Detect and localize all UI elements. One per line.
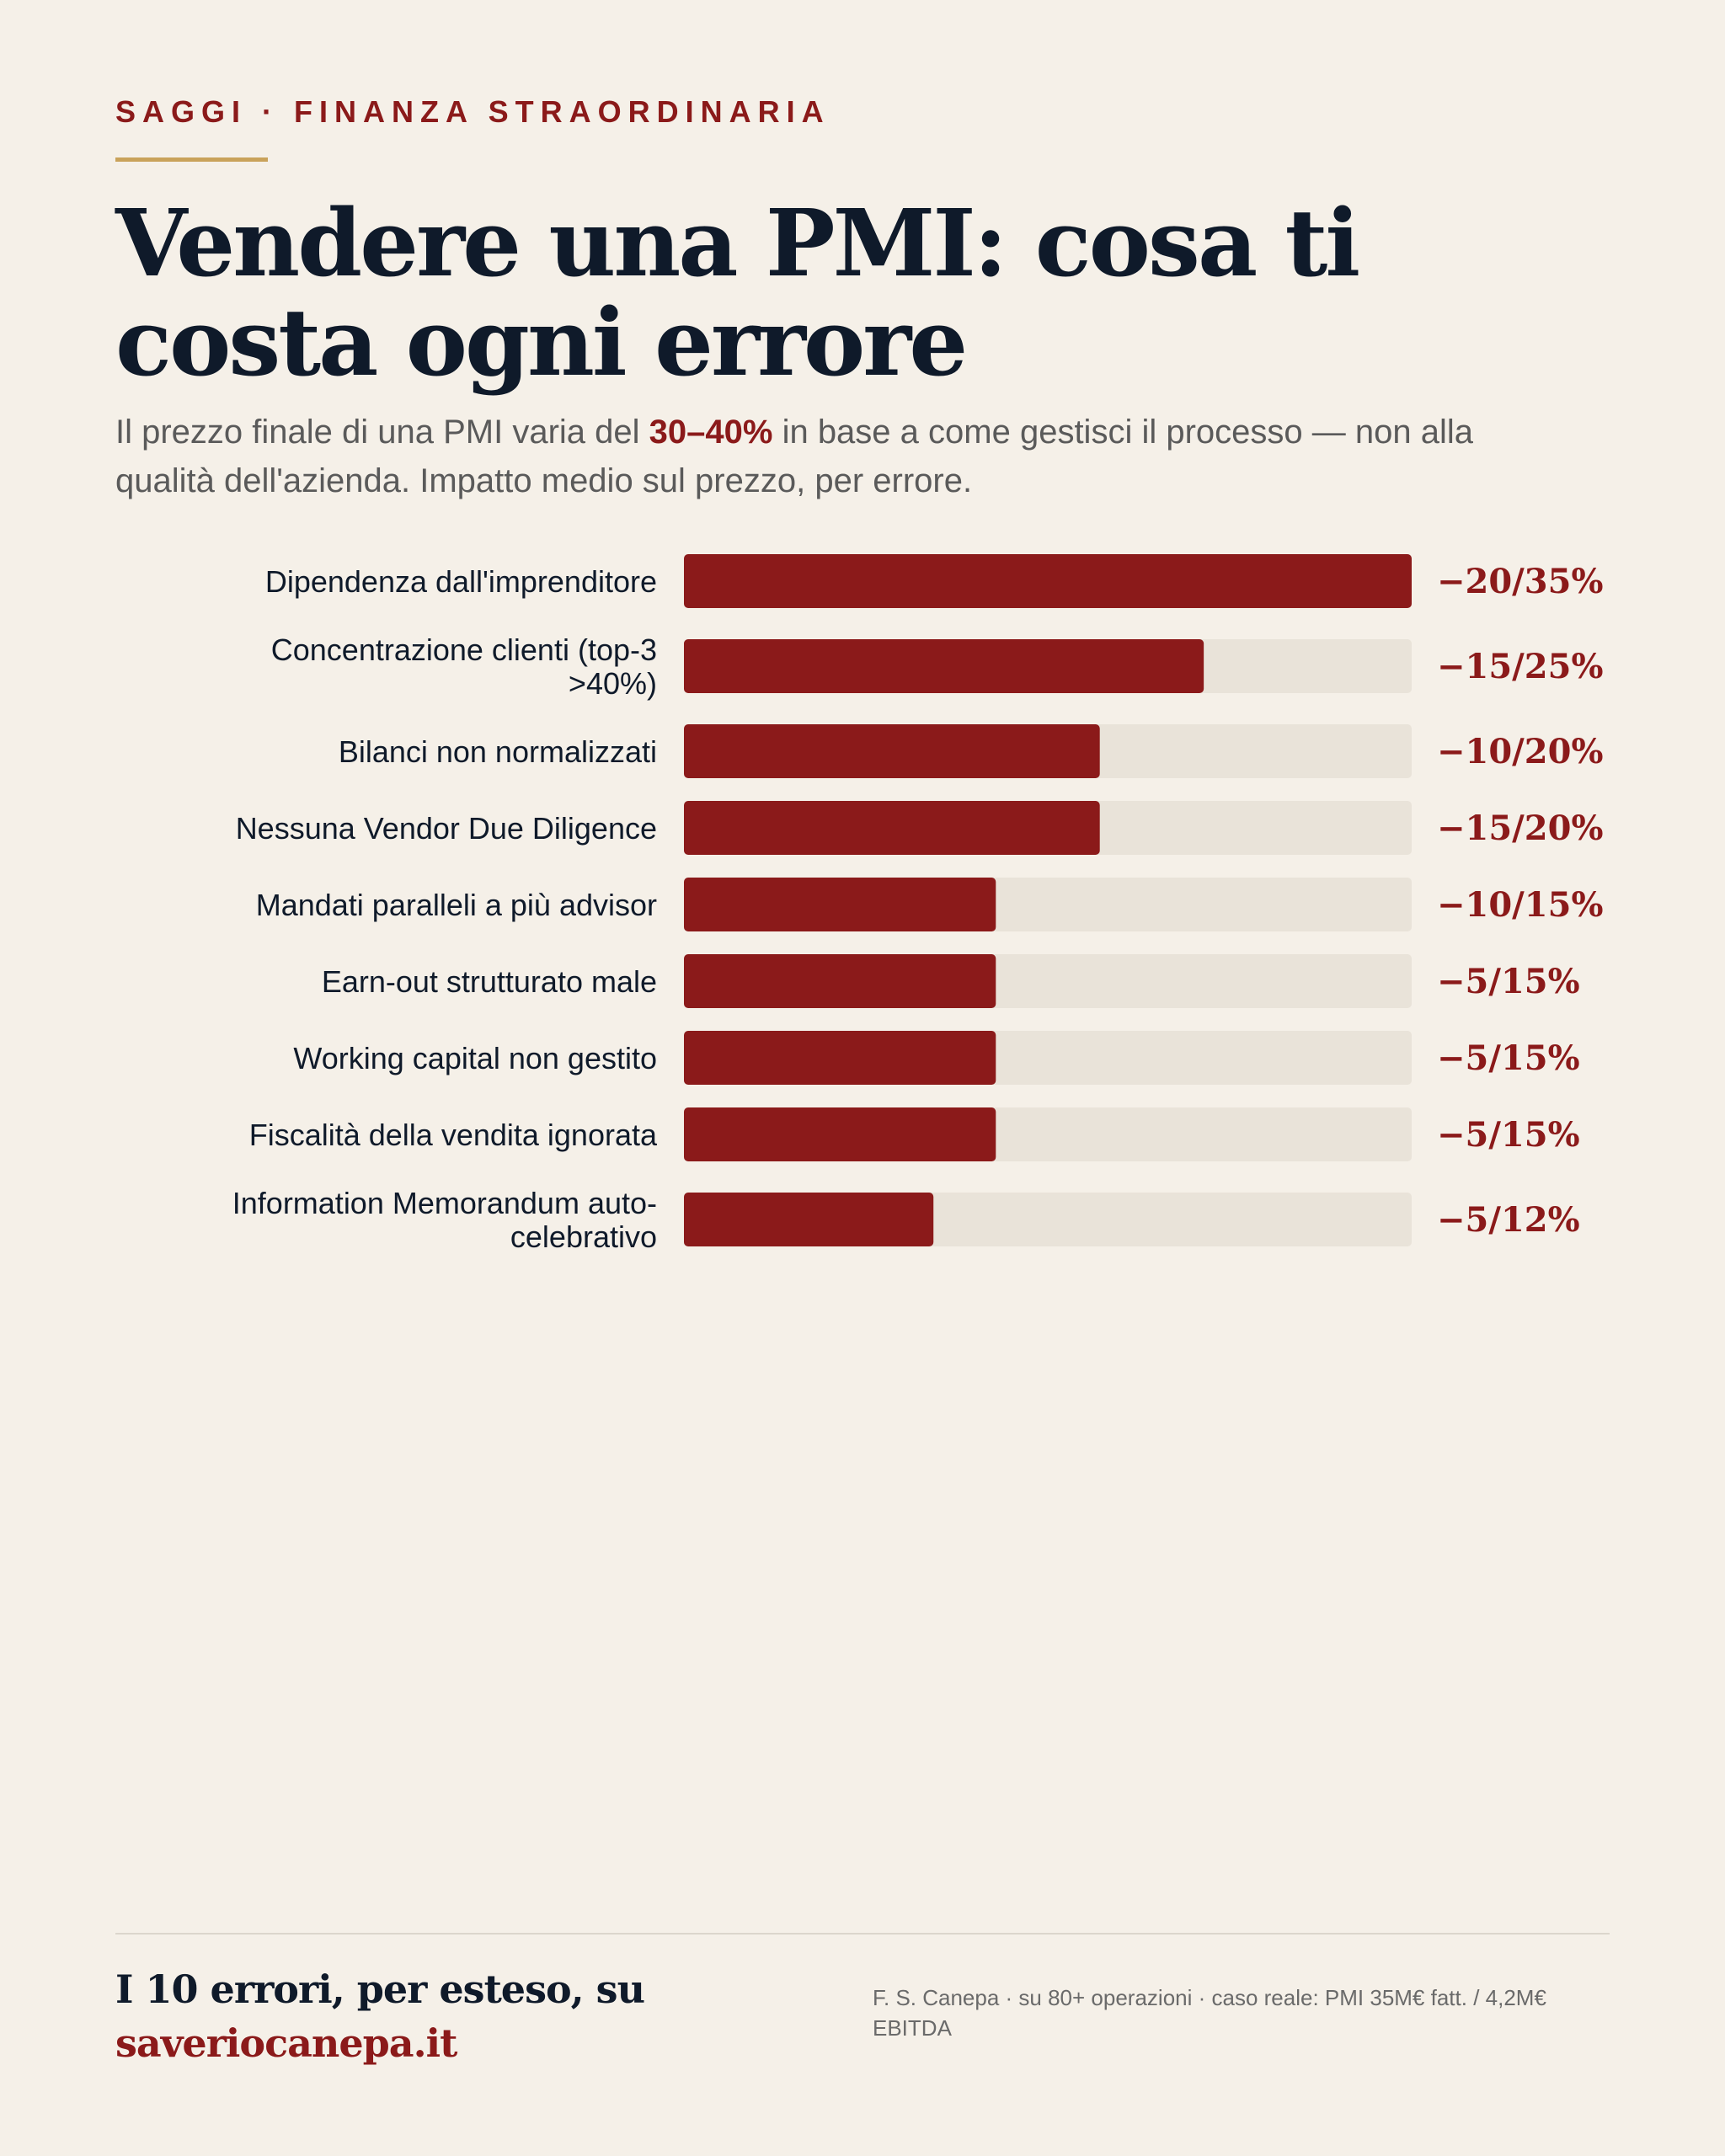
impact-bar-chart: Dipendenza dall'imprenditore −20/35% Conce… — [232, 554, 1603, 1254]
footer-divider — [115, 1933, 1610, 1935]
category-label: Working capital non gestito — [293, 1041, 657, 1075]
footer-cta: I 10 errori, per esteso, su saveriocanep… — [115, 1962, 645, 2070]
bar — [684, 639, 1204, 693]
value-label: −5/12% — [1437, 1200, 1580, 1240]
website-link[interactable]: saveriocanepa.it — [115, 2020, 457, 2066]
category-label: Nessuna Vendor Due Diligence — [236, 811, 657, 846]
category-label: Bilanci non normalizzati — [339, 734, 657, 769]
bar — [684, 554, 1412, 608]
value-label: −15/25% — [1437, 647, 1603, 686]
bar — [684, 1107, 996, 1161]
category-label: Earn-out strutturato male — [322, 964, 657, 999]
page-subtitle: Il prezzo finale di una PMI varia del 30… — [115, 408, 1480, 505]
kicker-underline — [115, 157, 268, 162]
value-label: −5/15% — [1437, 1115, 1580, 1155]
value-label: −10/20% — [1437, 732, 1603, 771]
bar — [684, 878, 996, 931]
cta-text: I 10 errori, per esteso, su — [115, 1967, 645, 2012]
category-label: Concentrazione clienti (top-3 >40%) — [271, 632, 657, 701]
value-label: −15/20% — [1437, 808, 1603, 848]
value-label: −10/15% — [1437, 885, 1603, 925]
subtitle-text-end: in base a come gestisci il processo — no… — [115, 414, 1473, 499]
subtitle-highlight: 30–40% — [649, 414, 773, 451]
bar — [684, 801, 1100, 855]
page-title: Vendere una PMI: cosa ti costa ogni erro… — [115, 189, 1360, 397]
source-credit: F. S. Canepa · su 80+ operazioni · caso … — [873, 1985, 1546, 2041]
section-kicker: SAGGI · FINANZA STRAORDINARIA — [115, 94, 830, 129]
category-label: Mandati paralleli a più advisor — [256, 888, 657, 922]
category-label: Information Memorandum auto-celebrativo — [232, 1186, 657, 1254]
value-label: −20/35% — [1437, 562, 1603, 601]
category-label: Dipendenza dall'imprenditore — [265, 564, 657, 599]
value-label: −5/15% — [1437, 1038, 1580, 1078]
category-label: Fiscalità della vendita ignorata — [249, 1118, 658, 1152]
bar — [684, 954, 996, 1008]
value-label: −5/15% — [1437, 962, 1580, 1001]
subtitle-text-start: Il prezzo finale di una PMI varia del — [115, 414, 649, 451]
bar — [684, 1031, 996, 1085]
bar — [684, 724, 1100, 778]
bar — [684, 1193, 934, 1246]
